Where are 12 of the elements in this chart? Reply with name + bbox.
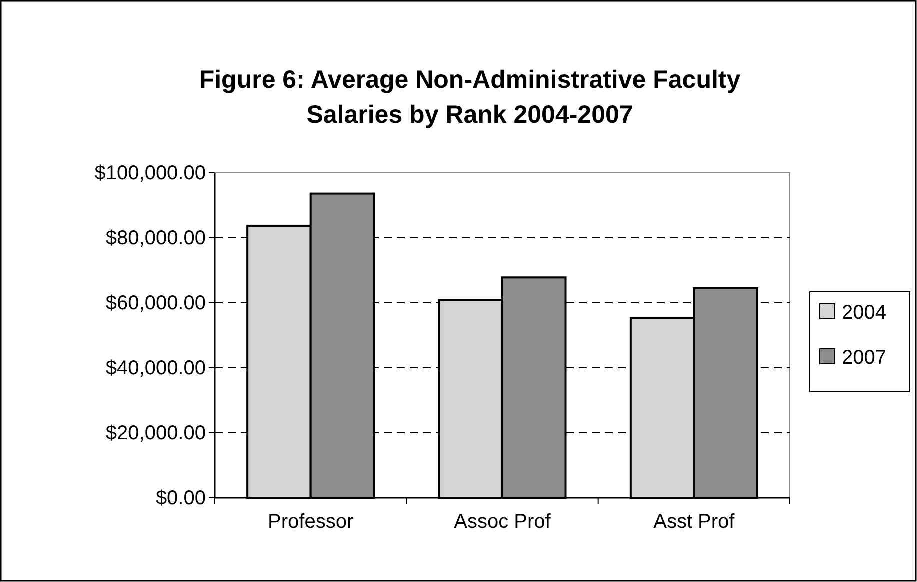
y-tick-label: $40,000.00	[106, 357, 206, 380]
y-tick-label: $20,000.00	[106, 422, 206, 444]
y-tick-label: $60,000.00	[106, 292, 206, 314]
y-tick-label: $80,000.00	[106, 227, 206, 250]
chart-title: Figure 6: Average Non-Administrative Faculty Salaries by Rank 2004-2007	[199, 66, 741, 129]
y-tick-label: $0.00	[156, 487, 206, 510]
legend-label: 2007	[842, 347, 886, 369]
legend-label: 2004	[842, 302, 886, 324]
x-tick-label: Assoc Prof	[454, 511, 552, 534]
y-tick-label: $100,000.00	[94, 162, 206, 184]
x-tick-label: Asst Prof	[654, 511, 736, 534]
x-tick-label: Professor	[268, 511, 354, 534]
